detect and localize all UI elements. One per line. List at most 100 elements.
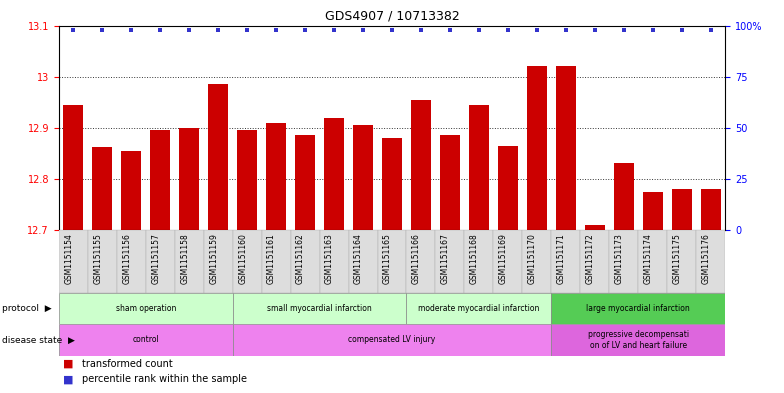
Text: GSM1151170: GSM1151170	[528, 233, 537, 284]
Text: control: control	[132, 336, 159, 344]
Point	[502, 26, 514, 33]
Bar	[551, 293, 725, 324]
Bar	[643, 192, 663, 230]
Bar	[353, 125, 373, 230]
Text: GSM1151176: GSM1151176	[702, 233, 711, 284]
Text: percentile rank within the sample: percentile rank within the sample	[82, 374, 247, 384]
Bar	[382, 138, 402, 230]
Text: GSM1151156: GSM1151156	[122, 233, 131, 284]
Bar	[349, 230, 378, 293]
Text: GSM1151163: GSM1151163	[325, 233, 334, 284]
Text: protocol  ▶: protocol ▶	[2, 304, 51, 313]
Bar	[324, 118, 344, 230]
Point	[270, 26, 282, 33]
Bar	[556, 66, 576, 230]
Text: GSM1151154: GSM1151154	[64, 233, 73, 284]
Bar	[411, 100, 431, 230]
Point	[647, 26, 659, 33]
Bar	[580, 230, 609, 293]
Text: GSM1151172: GSM1151172	[586, 233, 595, 284]
Point	[183, 26, 195, 33]
Text: ■: ■	[63, 358, 73, 369]
Bar	[295, 136, 315, 230]
Bar	[469, 105, 489, 230]
Text: GSM1151168: GSM1151168	[470, 233, 479, 284]
Bar	[117, 230, 146, 293]
Text: large myocardial infarction: large myocardial infarction	[586, 304, 690, 313]
Text: GSM1151173: GSM1151173	[615, 233, 624, 284]
Text: GDS4907 / 10713382: GDS4907 / 10713382	[325, 10, 459, 23]
Point	[96, 26, 108, 33]
Bar	[320, 230, 349, 293]
Bar	[266, 123, 286, 230]
Bar	[522, 230, 551, 293]
Bar	[59, 230, 88, 293]
Bar	[551, 324, 725, 356]
Point	[125, 26, 137, 33]
Bar	[406, 293, 551, 324]
Point	[212, 26, 224, 33]
Point	[299, 26, 311, 33]
Text: GSM1151165: GSM1151165	[383, 233, 392, 284]
Bar	[585, 225, 605, 230]
Bar	[609, 230, 638, 293]
Text: GSM1151171: GSM1151171	[557, 233, 566, 284]
Bar	[672, 189, 691, 230]
Text: GSM1151155: GSM1151155	[93, 233, 102, 284]
Bar	[204, 230, 233, 293]
Bar	[233, 324, 551, 356]
Point	[241, 26, 253, 33]
Bar	[378, 230, 406, 293]
Point	[560, 26, 572, 33]
Point	[154, 26, 166, 33]
Bar	[701, 189, 720, 230]
Bar	[175, 230, 204, 293]
Bar	[93, 147, 112, 230]
Bar	[121, 151, 141, 230]
Bar	[464, 230, 493, 293]
Text: ■: ■	[63, 374, 73, 384]
Bar	[493, 230, 522, 293]
Text: GSM1151169: GSM1151169	[499, 233, 508, 284]
Point	[328, 26, 340, 33]
Text: GSM1151167: GSM1151167	[441, 233, 450, 284]
Point	[705, 26, 717, 33]
Text: GSM1151157: GSM1151157	[151, 233, 160, 284]
Text: GSM1151158: GSM1151158	[180, 233, 189, 284]
Text: GSM1151159: GSM1151159	[209, 233, 218, 284]
Bar	[64, 105, 83, 230]
Text: sham operation: sham operation	[115, 304, 176, 313]
Bar	[696, 230, 725, 293]
Bar	[498, 146, 518, 230]
Bar	[88, 230, 117, 293]
Bar	[667, 230, 696, 293]
Bar	[233, 230, 262, 293]
Text: GSM1151175: GSM1151175	[673, 233, 682, 284]
Bar	[237, 130, 257, 230]
Bar	[262, 230, 291, 293]
Point	[386, 26, 398, 33]
Bar	[233, 293, 406, 324]
Point	[676, 26, 688, 33]
Point	[444, 26, 456, 33]
Bar	[291, 230, 320, 293]
Point	[415, 26, 427, 33]
Text: compensated LV injury: compensated LV injury	[348, 336, 436, 344]
Bar	[150, 130, 170, 230]
Bar	[435, 230, 464, 293]
Bar	[440, 136, 460, 230]
Text: small myocardial infarction: small myocardial infarction	[267, 304, 372, 313]
Text: GSM1151161: GSM1151161	[267, 233, 276, 284]
Point	[618, 26, 630, 33]
Bar	[59, 293, 233, 324]
Text: progressive decompensati
on of LV and heart failure: progressive decompensati on of LV and he…	[588, 330, 689, 350]
Point	[589, 26, 601, 33]
Bar	[179, 128, 199, 230]
Bar	[406, 230, 435, 293]
Bar	[59, 324, 233, 356]
Bar	[146, 230, 175, 293]
Point	[67, 26, 79, 33]
Text: disease state  ▶: disease state ▶	[2, 336, 74, 344]
Bar	[638, 230, 667, 293]
Point	[531, 26, 543, 33]
